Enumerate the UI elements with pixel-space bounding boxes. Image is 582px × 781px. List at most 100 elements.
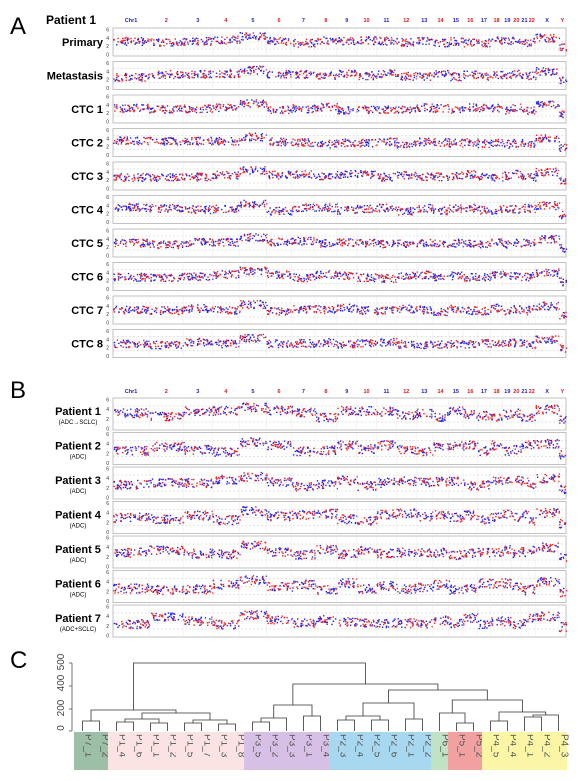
probe-point [153,244,154,245]
probe-point [143,242,144,243]
probe-point [440,104,441,105]
probe-point [562,215,563,216]
probe-point [408,42,409,43]
probe-point [172,177,173,178]
probe-point [171,111,172,112]
probe-point [226,37,227,38]
probe-point [355,208,356,209]
probe-point [294,206,295,207]
probe-point [545,172,546,173]
probe-point [151,111,152,112]
probe-point [138,144,139,145]
probe-point [258,39,259,40]
probe-point [522,43,523,44]
probe-point [328,144,329,145]
probe-point [202,73,203,74]
probe-point [122,139,123,140]
probe-point [409,143,410,144]
probe-point [161,76,162,77]
probe-point [156,139,157,140]
probe-point [410,38,411,39]
probe-point [229,244,230,245]
probe-point [554,171,555,172]
probe-point [199,143,200,144]
probe-point [322,105,323,106]
probe-point [453,45,454,46]
probe-point [495,76,496,77]
probe-point [523,146,524,147]
probe-point [243,101,244,102]
probe-point [225,141,226,142]
probe-point [174,176,175,177]
probe-point [547,169,548,170]
probe-point [390,43,391,44]
probe-point [155,205,156,206]
probe-point [217,175,218,176]
probe-point [324,242,325,243]
probe-point [244,235,245,236]
probe-point [228,241,229,242]
probe-point [395,209,396,210]
probe-point [215,109,216,110]
probe-point [230,39,231,40]
probe-point [159,178,160,179]
probe-point [506,177,507,178]
probe-point [237,176,238,177]
probe-point [402,106,403,107]
probe-point [486,213,487,214]
probe-point [115,80,116,81]
probe-point [255,101,256,102]
probe-point [272,211,273,212]
probe-point [235,39,236,40]
probe-point [515,170,516,171]
probe-point [393,208,394,209]
probe-point [528,75,529,76]
probe-point [478,147,479,148]
probe-point [419,138,420,139]
probe-point [348,240,349,241]
probe-point [222,41,223,42]
probe-point [501,39,502,40]
probe-point [130,210,131,211]
probe-point [169,77,170,78]
probe-point [449,146,450,147]
probe-point [218,142,219,143]
probe-point [341,145,342,146]
probe-point [504,145,505,146]
probe-point [555,205,556,206]
probe-point [262,133,263,134]
probe-point [429,39,430,40]
track-ytick: 6 [106,128,109,134]
probe-point [546,169,547,170]
probe-point [303,144,304,145]
probe-point [538,103,539,104]
probe-point [357,205,358,206]
probe-point [116,175,117,176]
probe-point [255,240,256,241]
probe-point [368,139,369,140]
probe-point [486,174,487,175]
probe-point [163,141,164,142]
probe-point [308,46,309,47]
probe-point [331,211,332,212]
probe-point [117,245,118,246]
probe-point [113,39,114,40]
probe-point [366,36,367,37]
probe-point [311,112,312,113]
probe-point [215,106,216,107]
probe-point [289,71,290,72]
probe-point [206,180,207,181]
probe-point [548,68,549,69]
probe-point [283,106,284,107]
probe-point [544,204,545,205]
probe-point [443,111,444,112]
probe-point [262,203,263,204]
probe-point [243,169,244,170]
probe-point [374,108,375,109]
probe-point [507,211,508,212]
probe-point [223,174,224,175]
track-ytick: 4 [106,237,109,243]
probe-point [134,178,135,179]
probe-point [546,202,547,203]
probe-point [120,243,121,244]
